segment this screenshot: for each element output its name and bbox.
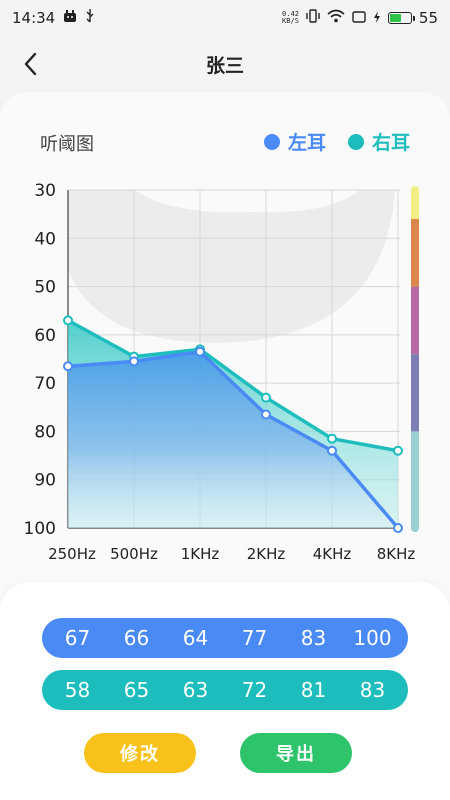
left-ear-value: 66 bbox=[123, 626, 150, 650]
severity-band bbox=[411, 190, 419, 219]
y-tick-label: 100 bbox=[24, 519, 56, 539]
edit-button[interactable]: 修改 bbox=[84, 733, 196, 773]
legend-right-dot bbox=[347, 133, 364, 150]
x-tick-label: 4KHz bbox=[313, 545, 352, 563]
left-ear-value: 77 bbox=[241, 626, 268, 650]
screen-icon bbox=[352, 9, 366, 27]
x-tick-label: 500Hz bbox=[110, 545, 158, 563]
x-tick-labels: 250Hz 500Hz 1KHz 2KHz 4KHz 8KHz bbox=[48, 545, 415, 563]
y-tick-label: 90 bbox=[34, 471, 56, 491]
right-ear-values-row: 58 65 63 72 81 83 bbox=[42, 670, 408, 710]
right-ear-value: 58 bbox=[64, 678, 91, 702]
right-ear-point bbox=[63, 315, 73, 326]
status-left: 14:34 bbox=[12, 9, 95, 27]
nav-bar: 张三 bbox=[0, 36, 450, 92]
x-tick-label: 1KHz bbox=[181, 545, 220, 563]
battery-level: 55 bbox=[418, 9, 438, 27]
usb-icon bbox=[85, 9, 95, 27]
back-button[interactable] bbox=[14, 48, 46, 80]
right-ear-value: 81 bbox=[300, 678, 327, 702]
left-ear-area bbox=[68, 351, 398, 528]
severity-band bbox=[411, 354, 419, 432]
x-tick-label: 250Hz bbox=[48, 545, 96, 563]
left-ear-value: 83 bbox=[300, 626, 327, 650]
legend-right-ear: 右耳 bbox=[347, 128, 410, 155]
severity-scale bbox=[411, 186, 419, 532]
right-ear-value: 83 bbox=[359, 678, 386, 702]
right-ear-value: 65 bbox=[123, 678, 150, 702]
chart-legend: 左耳 右耳 bbox=[263, 128, 410, 155]
left-ear-point bbox=[129, 356, 139, 367]
y-tick-labels: 30 40 50 60 70 80 90 100 bbox=[24, 181, 56, 539]
right-ear-point bbox=[327, 433, 337, 444]
left-ear-value: 64 bbox=[182, 626, 209, 650]
severity-band-cap-bottom bbox=[411, 524, 419, 532]
series-lines bbox=[67, 318, 400, 530]
net-speed-unit: KB/S bbox=[282, 17, 299, 25]
left-ear-point bbox=[63, 361, 73, 372]
battery-icon bbox=[387, 12, 412, 24]
series-points bbox=[63, 315, 403, 533]
left-ear-line bbox=[67, 350, 400, 530]
status-right: 0.42 KB/S 55 bbox=[282, 9, 438, 27]
severity-band bbox=[411, 218, 419, 287]
battery-fill bbox=[389, 14, 401, 22]
severity-band bbox=[411, 431, 419, 528]
export-button[interactable]: 导出 bbox=[240, 733, 352, 773]
status-bar: 14:34 0.42 KB/S 55 bbox=[0, 0, 450, 36]
x-tick-label: 8KHz bbox=[377, 545, 416, 563]
legend-left-label: 左耳 bbox=[287, 132, 326, 154]
right-ear-value: 63 bbox=[182, 678, 209, 702]
right-ear-point bbox=[393, 445, 403, 456]
right-ear-point bbox=[261, 392, 271, 403]
status-time: 14:34 bbox=[12, 9, 56, 27]
legend-left-ear: 左耳 bbox=[263, 128, 326, 155]
net-speed-value: 0.42 bbox=[282, 10, 299, 18]
speech-banana-area bbox=[68, 190, 395, 343]
charging-icon bbox=[373, 9, 381, 27]
legend-left-dot bbox=[263, 133, 280, 150]
severity-band-cap-top bbox=[411, 186, 419, 194]
y-tick-label: 50 bbox=[34, 278, 56, 298]
y-tick-label: 70 bbox=[34, 374, 56, 394]
wifi-icon bbox=[327, 9, 345, 27]
y-tick-label: 40 bbox=[34, 229, 56, 249]
y-tick-label: 30 bbox=[34, 181, 56, 201]
notification-app-icon bbox=[63, 9, 77, 27]
y-tick-label: 80 bbox=[34, 422, 56, 442]
x-tick-label: 2KHz bbox=[247, 545, 286, 563]
severity-band bbox=[411, 286, 419, 355]
left-ear-point bbox=[261, 409, 271, 420]
vibrate-icon bbox=[306, 9, 320, 27]
battery-tip bbox=[412, 15, 415, 21]
battery: 55 bbox=[387, 9, 438, 27]
left-ear-point bbox=[393, 523, 403, 533]
legend-right-label: 右耳 bbox=[371, 132, 410, 154]
right-ear-line bbox=[67, 318, 399, 453]
chevron-left-icon bbox=[24, 52, 37, 76]
speech-banana-cutout bbox=[135, 190, 360, 213]
page-title: 张三 bbox=[205, 54, 244, 77]
left-ear-value: 67 bbox=[64, 626, 91, 650]
audiogram-chart: 30 40 50 60 70 80 90 100 250Hz 500Hz 1KHz 2KHz 4KHz… bbox=[24, 181, 419, 563]
series-areas bbox=[68, 320, 398, 528]
left-ear-point bbox=[195, 346, 205, 357]
chart-heading: 听阈图 bbox=[40, 134, 94, 155]
net-speed: 0.42 KB/S bbox=[282, 11, 299, 25]
y-tick-label: 60 bbox=[34, 326, 56, 346]
right-ear-value: 72 bbox=[241, 678, 268, 702]
left-ear-value: 100 bbox=[353, 626, 392, 650]
left-ear-point bbox=[327, 445, 337, 456]
left-ear-values-row: 67 66 64 77 83 100 bbox=[42, 618, 408, 658]
